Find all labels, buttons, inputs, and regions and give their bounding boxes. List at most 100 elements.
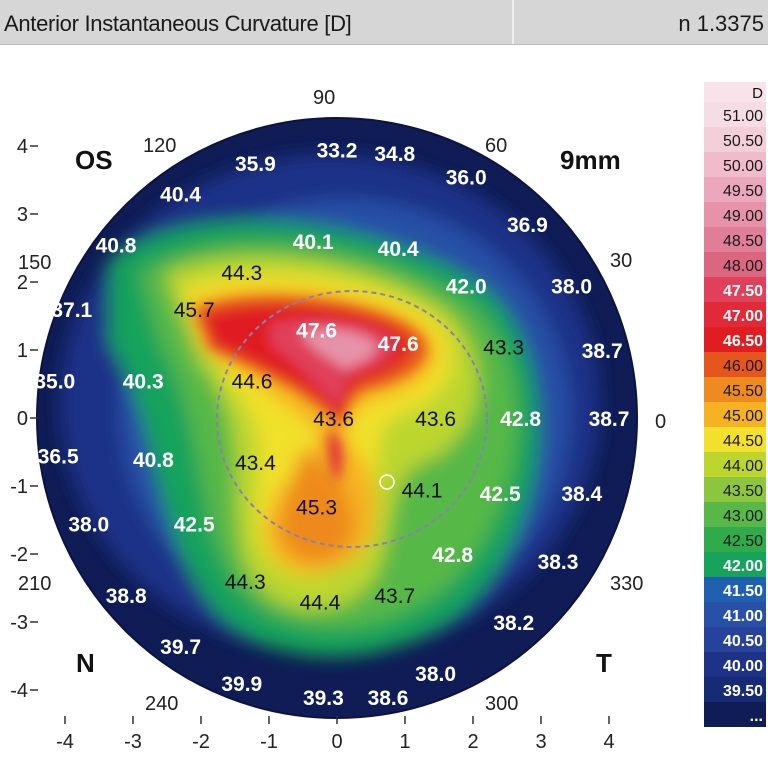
x-tick-label: 3 [535,731,546,753]
angle-label-30: 30 [610,250,632,272]
curvature-value: 37.1 [51,299,92,322]
curvature-value: 36.5 [38,445,79,468]
curvature-value: 39.7 [160,636,201,659]
curvature-value: 38.0 [551,275,592,298]
color-scale-label: 41.00 [723,608,763,625]
color-scale-swatch [704,377,766,402]
nasal-label: N [76,648,95,678]
curvature-value: 44.3 [221,262,262,285]
color-scale-swatch [704,527,766,552]
color-scale-label: 45.00 [723,408,763,425]
color-scale-label: 50.50 [723,133,763,150]
y-tick-label: 3 [17,204,28,226]
curvature-value: 42.8 [500,408,541,431]
color-scale-label: 43.50 [723,483,763,500]
eye-label: OS [75,145,113,175]
curvature-value: 44.6 [232,371,273,394]
curvature-map: OS 9mm N T 90 120 60 150 30 0 210 330 24… [10,82,766,753]
angle-label-210: 210 [18,573,51,595]
curvature-value: 40.8 [96,235,137,258]
color-scale: D 51.00 50.50 50.00 49.50 49.00 48.50 48.00 47.5… [704,82,766,727]
curvature-value: 45.7 [174,299,215,322]
y-tick-label: -2 [10,544,28,566]
x-tick-label: 0 [331,731,342,753]
curvature-value: 43.7 [374,585,415,608]
curvature-value: 38.0 [415,663,456,686]
refractive-index-label: n 1.3375 [678,11,764,36]
color-scale-label: 46.50 [723,333,763,350]
color-scale-swatch [704,302,766,327]
y-tick-label: -3 [10,612,28,634]
curvature-value: 38.7 [582,340,623,363]
color-scale-swatch [704,652,766,677]
color-scale-label: 47.50 [723,283,763,300]
map-header: Anterior Instantaneous Curvature [D] n 1… [0,0,768,45]
color-scale-label: 40.50 [723,633,763,650]
curvature-value: 44.1 [402,479,443,502]
color-scale-unit-cell [704,82,766,102]
color-scale-swatch [704,677,766,702]
color-scale-label: 44.50 [723,433,763,450]
color-scale-swatch [704,427,766,452]
color-scale-label: 46.00 [723,358,763,375]
curvature-fill [60,154,600,657]
header-divider [512,0,514,44]
curvature-value: 35.0 [34,371,75,394]
curvature-value: 33.2 [317,139,358,162]
curvature-value: 47.6 [378,333,419,356]
curvature-value: 42.5 [174,513,215,536]
curvature-value: 36.0 [446,167,487,190]
curvature-value: 38.3 [538,551,579,574]
color-scale-swatch [704,102,766,127]
color-scale-label: 42.00 [723,558,763,575]
color-scale-swatch [704,552,766,577]
curvature-value: 38.6 [368,687,409,710]
y-tick-label: -1 [10,476,28,498]
x-tick-label: -1 [260,731,278,753]
x-tick-label: -4 [56,731,74,753]
x-tick-label: 2 [467,731,478,753]
color-scale-swatch [704,702,766,727]
curvature-value: 47.6 [296,320,337,343]
curvature-value: 40.4 [160,184,201,207]
x-tick-label: -2 [192,731,210,753]
color-scale-unit: D [752,85,763,102]
x-tick-label: -3 [124,731,142,753]
curvature-value: 42.8 [432,544,473,567]
curvature-value: 43.3 [483,337,524,360]
color-scale-swatch [704,502,766,527]
y-tick-label: 1 [17,340,28,362]
color-scale-label: 49.00 [723,208,763,225]
curvature-value: 44.4 [300,592,341,615]
map-title: Anterior Instantaneous Curvature [D] [4,11,352,36]
color-scale-label: 39.50 [723,683,763,700]
curvature-value: 38.0 [68,513,109,536]
color-scale-swatch [704,327,766,352]
angle-label-150: 150 [18,252,51,274]
color-scale-label: 48.00 [723,258,763,275]
angle-label-300: 300 [485,693,518,715]
color-scale-swatch [704,127,766,152]
curvature-value: 40.8 [133,449,174,472]
color-scale-swatch [704,277,766,302]
color-scale-label: 42.50 [723,533,763,550]
curvature-value: 40.1 [293,231,334,254]
color-scale-label: 41.50 [723,583,763,600]
angle-label-330: 330 [610,573,643,595]
curvature-value: 43.6 [313,408,354,431]
color-scale-label: 44.00 [723,458,763,475]
pupil-center-marker [379,474,395,490]
zone-label: 9mm [560,145,621,175]
curvature-value: 42.5 [480,483,521,506]
color-scale-label: 40.00 [723,658,763,675]
color-scale-label: 48.50 [723,233,763,250]
angle-label-90: 90 [313,87,335,109]
color-scale-swatch [704,402,766,427]
color-scale-label: 43.00 [723,508,763,525]
curvature-value: 38.8 [106,585,147,608]
y-tick-label: 0 [17,408,28,430]
curvature-values: 33.2 34.8 35.9 36.0 40.4 36.9 40.8 40.1 40.4 44.3… [34,139,629,709]
curvature-value: 39.3 [303,687,344,710]
curvature-value: 38.4 [561,483,602,506]
